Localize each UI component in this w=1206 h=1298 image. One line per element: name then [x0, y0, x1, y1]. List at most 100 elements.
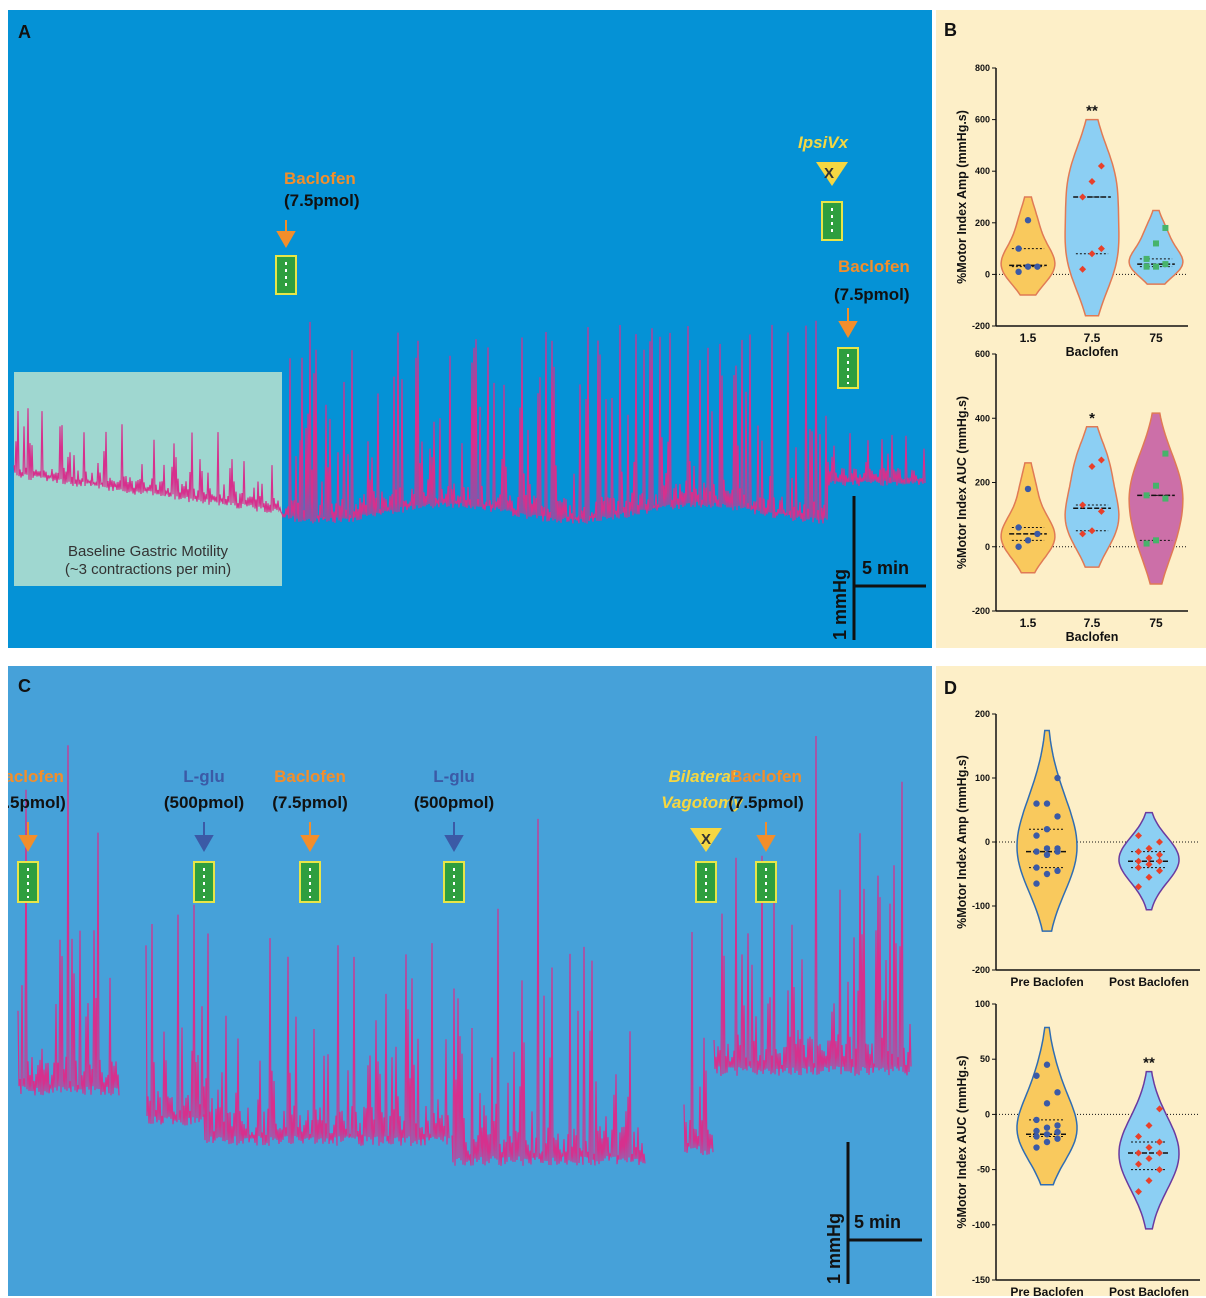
y-tick-label: 50 [980, 1054, 990, 1064]
x-tick-label: 1.5 [1020, 616, 1037, 630]
injection-icon [821, 201, 843, 241]
y-tick-label: 600 [975, 349, 990, 359]
y-tick-label: -100 [972, 901, 990, 911]
y-tick-label: -150 [972, 1275, 990, 1285]
violin-chart-amp: -200 0 200 400 600 800 %Motor Index Amp (mmHg.… [955, 63, 1188, 359]
y-tick-label: -200 [972, 606, 990, 616]
annotation-label: L-glu [183, 767, 225, 786]
motility-trace [13, 320, 926, 524]
annotation-sublabel: (500pmol) [414, 793, 494, 812]
y-tick-label: 800 [975, 63, 990, 73]
vagotomy-label: IpsiVx [798, 133, 850, 152]
arrow-down-icon [276, 220, 296, 249]
x-tick-label: 1.5 [1020, 331, 1037, 345]
data-point [1156, 857, 1163, 865]
y-tick-label: 0 [985, 542, 990, 552]
data-point [1024, 537, 1032, 544]
dose-label: (7.5pmol) [284, 191, 360, 210]
data-point [1097, 456, 1105, 464]
data-point [1054, 774, 1061, 782]
y-tick-label: -200 [972, 965, 990, 975]
data-point [1153, 240, 1159, 247]
data-point [1015, 268, 1022, 276]
data-point [1097, 507, 1105, 515]
data-point [1145, 854, 1153, 862]
y-tick-label: 200 [975, 218, 990, 228]
y-axis-label: %Motor Index Amp (mmHg.s) [955, 110, 969, 284]
scale-y-label: 1 mmHg [830, 569, 850, 640]
data-point [1143, 263, 1150, 270]
data-point [1033, 1144, 1040, 1151]
annotation-sublabel: (7.5pmol) [8, 793, 66, 812]
data-point [1153, 537, 1159, 544]
data-point [1156, 851, 1163, 859]
data-point [1054, 867, 1061, 874]
x-tick-label: 75 [1149, 331, 1163, 345]
violin-shape [1128, 209, 1184, 285]
arrow-down-icon [194, 822, 214, 853]
data-point [1079, 530, 1087, 538]
y-tick-label: 100 [975, 999, 990, 1009]
data-point [1162, 261, 1169, 268]
violin-chart-auc: -200 0 200 400 600 %Motor Index AUC (mmHg.s) 1… [955, 349, 1188, 644]
data-point [1033, 1127, 1040, 1135]
data-point [1043, 826, 1051, 833]
panel-letter: C [18, 676, 31, 696]
y-tick-label: 200 [975, 478, 990, 488]
data-point [1079, 265, 1087, 273]
data-point [1079, 193, 1087, 201]
y-axis-label: %Motor Index Amp (mmHg.s) [955, 755, 969, 929]
data-point [1054, 1135, 1061, 1142]
arrow-down-icon [756, 822, 776, 853]
significance-marker: * [1089, 410, 1095, 427]
data-point [1043, 1131, 1051, 1138]
annotation-label: Baclofen [730, 767, 802, 786]
x-tick-label: 7.5 [1084, 616, 1101, 630]
panel-c: C Baclofen (7.5pmol) L-glu (500pmol) Baclofe… [8, 666, 932, 1296]
violin-shape [1128, 412, 1184, 585]
y-tick-label: 400 [975, 166, 990, 176]
x-axis-label: Baclofen [1066, 630, 1119, 644]
data-point [1135, 864, 1142, 872]
data-point [1054, 1089, 1061, 1096]
x-tick-label: 7.5 [1084, 331, 1101, 345]
data-point [1033, 1072, 1040, 1079]
data-point [1043, 1124, 1051, 1131]
y-tick-label: 400 [975, 413, 990, 423]
data-point [1156, 838, 1163, 846]
panel-letter: D [944, 678, 957, 698]
data-point [1097, 245, 1105, 253]
data-point [1088, 178, 1096, 186]
data-point [1143, 540, 1150, 547]
data-point [1156, 1138, 1163, 1146]
data-point [1043, 870, 1051, 878]
arrow-down-icon [300, 822, 320, 853]
data-point [1034, 263, 1041, 270]
data-point [1033, 1133, 1040, 1140]
scale-x-label: 5 min [862, 558, 909, 578]
y-axis-label: %Motor Index AUC (mmHg.s) [955, 1055, 969, 1228]
arrow-down-icon [444, 822, 464, 853]
baclofen-label: Baclofen [284, 169, 356, 188]
y-tick-label: 0 [985, 269, 990, 279]
data-point [1079, 501, 1087, 509]
y-tick-label: -100 [972, 1220, 990, 1230]
annotation-sublabel: (7.5pmol) [728, 793, 804, 812]
x-tick-label: Post Baclofen [1109, 975, 1189, 989]
data-point [1145, 1121, 1153, 1129]
data-point [1054, 813, 1061, 820]
significance-marker: ** [1086, 103, 1098, 120]
annotation-label: Baclofen [274, 767, 346, 786]
data-point [1145, 1155, 1153, 1163]
data-point [1145, 1144, 1153, 1152]
data-point [1033, 800, 1040, 807]
injection-icon [275, 255, 297, 295]
y-tick-label: -50 [977, 1165, 990, 1175]
data-point [1145, 873, 1153, 881]
data-point [1015, 543, 1022, 550]
data-point [1156, 1105, 1163, 1113]
vagotomy-icon [816, 162, 848, 186]
data-point [1088, 250, 1096, 258]
x-axis-label: Baclofen [1066, 345, 1119, 359]
data-point [1162, 450, 1169, 457]
